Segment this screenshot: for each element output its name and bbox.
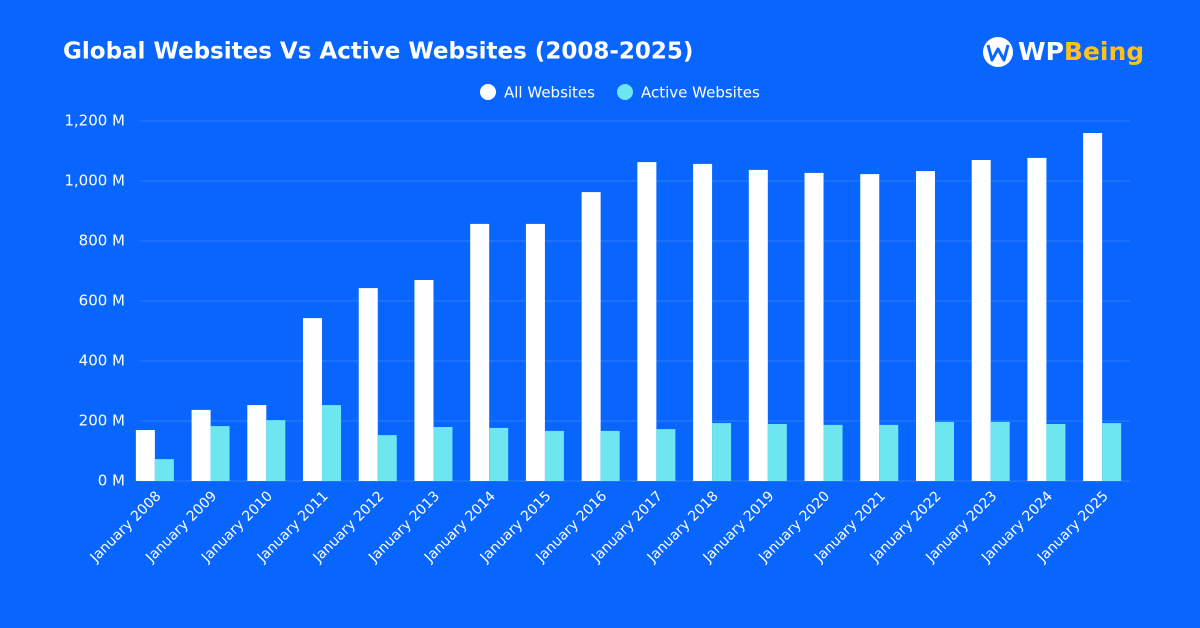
bar <box>748 169 768 481</box>
logo-text: WPBeing <box>1018 37 1144 66</box>
bar <box>210 426 230 481</box>
bar <box>470 223 490 481</box>
bar <box>767 424 787 481</box>
bar <box>266 420 286 481</box>
legend-label: All Websites <box>504 84 595 102</box>
logo-prefix: WP <box>1018 37 1064 66</box>
bar <box>1027 157 1047 481</box>
bar <box>358 288 378 481</box>
legend-marker <box>480 84 496 100</box>
y-tick-label: 1,000 M <box>64 172 125 190</box>
bar <box>656 429 676 481</box>
bar <box>135 430 155 481</box>
bar <box>303 318 323 481</box>
bar <box>990 421 1010 481</box>
bar <box>1046 424 1066 481</box>
y-tick-label: 800 M <box>79 232 125 250</box>
bar <box>414 280 434 481</box>
bar <box>247 405 267 481</box>
logo-mark <box>986 44 1010 62</box>
chart-title: Global Websites Vs Active Websites (2008… <box>63 39 693 65</box>
bar <box>191 409 211 481</box>
bar <box>915 171 935 481</box>
bar <box>637 162 657 481</box>
y-tick-label: 200 M <box>79 412 125 430</box>
bar <box>712 423 732 481</box>
bar <box>934 421 954 481</box>
bar <box>489 427 509 481</box>
y-tick-label: 1,200 M <box>64 112 125 130</box>
y-tick-label: 400 M <box>79 352 125 370</box>
bar <box>377 435 397 481</box>
bar <box>971 160 991 481</box>
bar <box>322 405 342 481</box>
bar <box>693 163 713 481</box>
bar <box>544 430 564 481</box>
bar <box>525 223 545 481</box>
bar <box>823 424 843 481</box>
bar <box>860 174 880 481</box>
bar <box>879 424 899 481</box>
bar <box>1102 423 1122 481</box>
y-tick-label: 600 M <box>79 292 125 310</box>
bar <box>1083 133 1103 481</box>
legend-label: Active Websites <box>641 84 760 102</box>
bar <box>154 459 174 481</box>
bar <box>433 427 453 481</box>
bar <box>600 430 620 481</box>
logo-suffix: Being <box>1064 37 1144 66</box>
y-tick-label: 0 M <box>98 472 125 490</box>
bar <box>581 192 601 481</box>
bar <box>804 172 824 481</box>
legend-marker <box>616 84 633 100</box>
logo: WPBeing <box>983 37 1144 67</box>
